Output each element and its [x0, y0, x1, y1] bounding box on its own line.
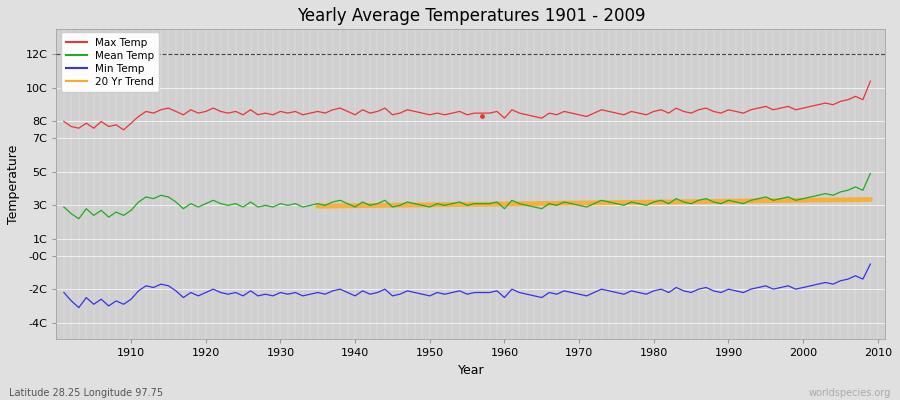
Legend: Max Temp, Mean Temp, Min Temp, 20 Yr Trend: Max Temp, Mean Temp, Min Temp, 20 Yr Tre…: [60, 32, 159, 92]
Title: Yearly Average Temperatures 1901 - 2009: Yearly Average Temperatures 1901 - 2009: [297, 7, 645, 25]
Text: worldspecies.org: worldspecies.org: [809, 388, 891, 398]
X-axis label: Year: Year: [457, 364, 484, 377]
Text: Latitude 28.25 Longitude 97.75: Latitude 28.25 Longitude 97.75: [9, 388, 163, 398]
Y-axis label: Temperature: Temperature: [7, 145, 20, 224]
